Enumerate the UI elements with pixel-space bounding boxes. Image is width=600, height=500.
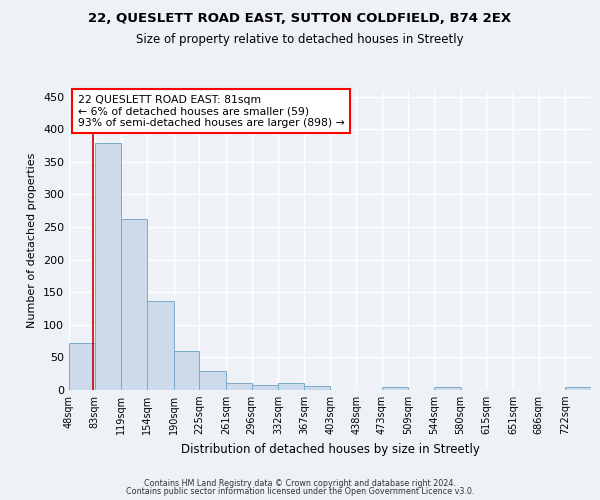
Bar (278, 384, 304, 390)
X-axis label: Distribution of detached houses by size in Streetly: Distribution of detached houses by size … (181, 442, 479, 456)
Bar (565, 388, 591, 390)
Bar (382, 386, 409, 390)
Text: 22 QUESLETT ROAD EAST: 81sqm
← 6% of detached houses are smaller (59)
93% of sem: 22 QUESLETT ROAD EAST: 81sqm ← 6% of det… (78, 94, 344, 128)
Bar (304, 386, 331, 390)
Bar (199, 371, 226, 390)
Text: Contains HM Land Registry data © Crown copyright and database right 2024.: Contains HM Land Registry data © Crown c… (144, 478, 456, 488)
Bar (434, 388, 461, 390)
Y-axis label: Number of detached properties: Number of detached properties (28, 152, 37, 328)
Bar (173, 351, 199, 390)
Bar (121, 219, 147, 390)
Bar (95, 144, 121, 390)
Text: 22, QUESLETT ROAD EAST, SUTTON COLDFIELD, B74 2EX: 22, QUESLETT ROAD EAST, SUTTON COLDFIELD… (88, 12, 512, 26)
Bar (226, 384, 251, 390)
Bar (147, 300, 173, 390)
Bar (251, 385, 278, 390)
Text: Size of property relative to detached houses in Streetly: Size of property relative to detached ho… (136, 32, 464, 46)
Bar (69, 343, 95, 390)
Text: Contains public sector information licensed under the Open Government Licence v3: Contains public sector information licen… (126, 487, 474, 496)
